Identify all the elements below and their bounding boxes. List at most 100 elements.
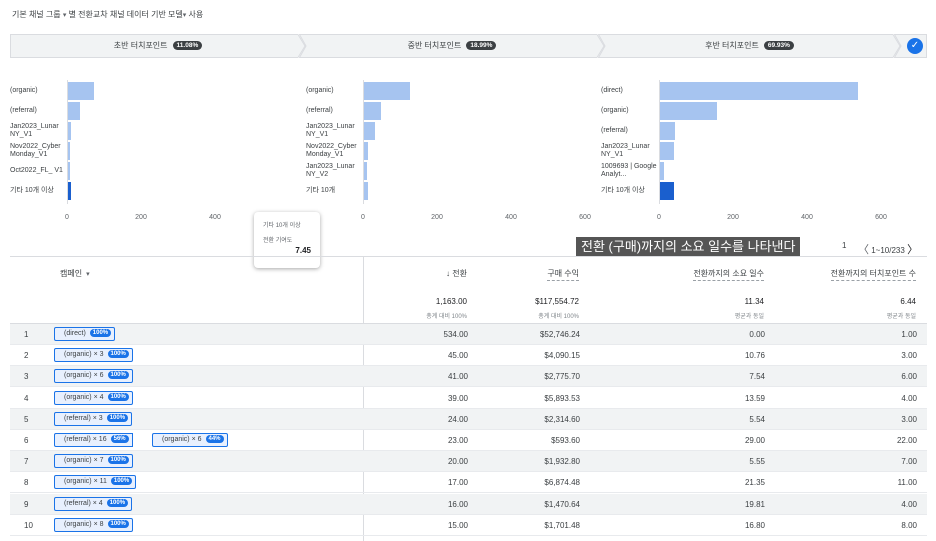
- cell-tp: 8.00: [901, 520, 917, 530]
- chip-pct-badge: 100%: [107, 456, 129, 465]
- bar[interactable]: [68, 182, 71, 200]
- bar[interactable]: [364, 162, 367, 180]
- model-selector-line: 기본 채널 그룹 ▾ 별 전환교차 채널 데이터 기반 모델▾ 사용: [12, 9, 203, 20]
- cell-rev: $1,470.64: [544, 499, 580, 509]
- row-index: 3: [24, 372, 29, 382]
- cell-tp: 4.00: [901, 499, 917, 509]
- days-to-conversion-header[interactable]: 전환까지의 소요 일수: [693, 268, 764, 281]
- channel-chip[interactable]: (referral) × 16 56%: [54, 433, 133, 447]
- chip-label: (organic) × 8: [64, 520, 104, 528]
- bar[interactable]: [660, 82, 858, 100]
- chip-pct-badge: 100%: [107, 371, 129, 380]
- panel-mid: (organic) (referral) Jan2023_Lunar NY_V1 No…: [306, 70, 596, 230]
- bar[interactable]: [364, 142, 368, 160]
- conversions-header[interactable]: ↓ 전환: [446, 269, 467, 278]
- cell-conv: 41.00: [447, 372, 468, 382]
- bar[interactable]: [660, 102, 717, 120]
- tooltip-title: 기타 10개 이상: [263, 223, 301, 229]
- table-row[interactable]: 5 (referral) × 3 100% 24.00 $2,314.60 5.54 3.0…: [10, 408, 927, 430]
- bar[interactable]: [68, 102, 81, 120]
- channel-chip[interactable]: (referral) × 3 100%: [54, 411, 133, 426]
- table-row[interactable]: 3 (organic) × 6 100% 41.00 $2,775.70 7.54 6.00: [10, 366, 927, 388]
- table-row[interactable]: 6 (referral) × 16 56% (organic) × 6 44% 23.00…: [10, 430, 927, 451]
- chip-label: (direct): [64, 330, 86, 337]
- stage-late[interactable]: 후반 터치포인트 69.93%: [598, 34, 901, 58]
- bar[interactable]: [364, 182, 368, 200]
- stage-early[interactable]: 초반 터치포인트 11.08%: [10, 34, 306, 58]
- channel-chip[interactable]: (organic) × 11 100%: [54, 475, 137, 490]
- bar[interactable]: [364, 82, 410, 100]
- chevron-down-icon: ▾: [86, 271, 90, 278]
- table-row[interactable]: 8 (organic) × 11 100% 17.00 $6,874.48 21.35 11…: [10, 472, 927, 494]
- cell-conv: 24.00: [447, 414, 468, 424]
- channel-chip[interactable]: (referral) × 4 100%: [54, 496, 133, 511]
- cell-conv: 17.00: [447, 478, 468, 488]
- stage-pct-badge: 11.08%: [172, 41, 203, 50]
- cell-conv: 45.00: [447, 351, 468, 361]
- channel-group-dropdown[interactable]: 기본 채널 그룹 ▾: [12, 10, 67, 19]
- cell-tp: 4.00: [901, 393, 917, 403]
- row-index: 9: [24, 499, 29, 509]
- page-number: 1: [842, 241, 847, 250]
- chip-label: (organic) × 6: [64, 372, 104, 380]
- campaign-column-header[interactable]: 캠페인 ▾: [60, 269, 90, 278]
- cell-rev: $1,932.80: [544, 457, 580, 467]
- channel-chip[interactable]: (organic) × 6 44%: [152, 433, 228, 447]
- row-index: 6: [24, 436, 29, 445]
- bar-label: Oct2022_FL_ V1: [10, 167, 63, 174]
- touchpoints-header[interactable]: 전환까지의 터치포인트 수: [830, 268, 916, 281]
- channel-chip[interactable]: (organic) × 6 100%: [54, 369, 133, 384]
- channel-chip[interactable]: (organic) × 8 100%: [54, 517, 133, 532]
- table-header-divider: [10, 323, 927, 324]
- cell-conv: 534.00: [443, 330, 468, 339]
- bar[interactable]: [68, 142, 70, 160]
- chip-pct-badge: 56%: [110, 435, 129, 443]
- bar[interactable]: [660, 162, 664, 180]
- table-row[interactable]: 9 (referral) × 4 100% 16.00 $1,470.64 19.81 4.…: [10, 493, 927, 515]
- tooltip-value: 7.45: [295, 246, 311, 255]
- stage-pct-badge: 18.99%: [466, 41, 497, 50]
- bar-label: (referral): [601, 127, 628, 134]
- page-range: 1~10/233: [871, 246, 905, 255]
- next-page-icon[interactable]: 〉: [907, 244, 919, 256]
- chip-label: (organic) × 3: [64, 351, 104, 359]
- row-index: 7: [24, 457, 29, 467]
- bar[interactable]: [364, 122, 376, 140]
- bar[interactable]: [660, 182, 675, 200]
- total-revenue: $117,554.72: [535, 297, 579, 306]
- bar[interactable]: [660, 122, 675, 140]
- revenue-header[interactable]: 구매 수익: [547, 268, 579, 281]
- cell-tp: 6.00: [901, 372, 917, 382]
- bar-label: (organic): [10, 87, 38, 94]
- bar[interactable]: [68, 162, 70, 180]
- prev-page-icon[interactable]: 〈: [858, 244, 869, 256]
- chip-pct-badge: 100%: [106, 498, 129, 507]
- stage-mid[interactable]: 중반 터치포인트 18.99%: [299, 34, 605, 58]
- channel-chip[interactable]: (organic) × 7 100%: [54, 454, 133, 469]
- chip-pct-badge: 100%: [110, 477, 133, 486]
- model-dropdown[interactable]: 별 전환교차 채널 데이터 기반 모델▾: [68, 10, 187, 19]
- cell-tp: 7.00: [901, 457, 917, 467]
- cell-rev: $2,314.60: [544, 414, 580, 424]
- bar[interactable]: [660, 142, 674, 160]
- bar-label: (referral): [306, 107, 333, 114]
- chevron-down-icon: ▾: [62, 12, 67, 19]
- bar[interactable]: [68, 82, 94, 100]
- cell-conv: 15.00: [447, 520, 468, 530]
- table-row[interactable]: 4 (organic) × 4 100% 39.00 $5,893.53 13.59 4.0…: [10, 388, 927, 409]
- table-row[interactable]: 1 (direct) 100% 534.00 $52,746.24 0.00 1.00: [10, 324, 927, 345]
- axis-tick-label: 400: [505, 214, 517, 221]
- stage-label: 중반 터치포인트: [407, 41, 462, 50]
- tooltip-metric: 전환 기여도: [263, 238, 293, 244]
- bar-label: (organic): [306, 87, 334, 94]
- axis-tick-label: 0: [65, 214, 69, 221]
- channel-chip[interactable]: (organic) × 4 100%: [54, 390, 133, 405]
- bar[interactable]: [364, 102, 382, 120]
- bar[interactable]: [68, 122, 71, 140]
- table-row[interactable]: 2 (organic) × 3 100% 45.00 $4,090.15 10.76 3.0…: [10, 345, 927, 367]
- chip-label: (referral) × 4: [64, 499, 103, 507]
- table-row[interactable]: 7 (organic) × 7 100% 20.00 $1,932.80 5.55 7.00: [10, 451, 927, 473]
- channel-chip[interactable]: (organic) × 3 100%: [54, 348, 133, 363]
- channel-chip[interactable]: (direct) 100%: [54, 327, 116, 341]
- table-row[interactable]: 10 (organic) × 8 100% 15.00 $1,701.48 16.80 8.…: [10, 515, 927, 536]
